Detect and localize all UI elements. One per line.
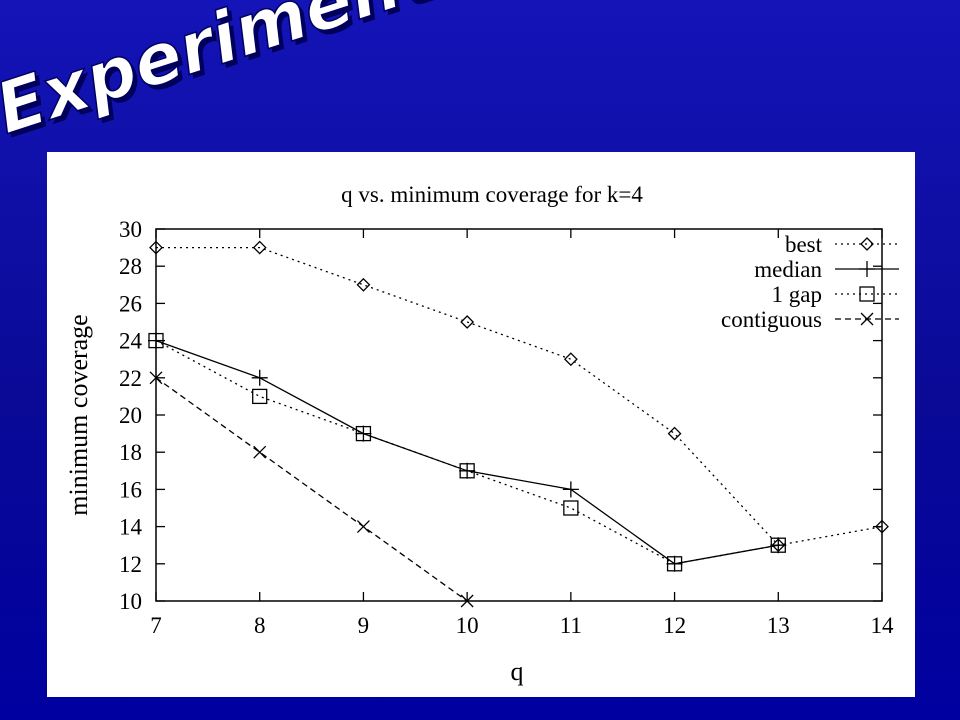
- data-point-median: [770, 537, 787, 554]
- legend-label-contiguous: contiguous: [721, 307, 822, 332]
- y-tick-label: 20: [119, 403, 142, 428]
- data-point-median: [459, 462, 476, 479]
- data-point-contiguous: [460, 594, 474, 608]
- y-tick-label: 28: [119, 254, 142, 279]
- data-point-best: [460, 315, 475, 329]
- chart-title: q vs. minimum coverage for k=4: [341, 182, 643, 207]
- data-point-contiguous: [149, 371, 163, 385]
- data-point-1-gap: [355, 425, 372, 442]
- plot-area: 7 8 9 10 11 12 13 14 10 12 14 16 18 20 22 24 26 28 30 bestm…: [119, 217, 899, 638]
- data-point-contiguous: [253, 445, 267, 459]
- y-axis-label: minimum coverage: [64, 314, 93, 515]
- y-tick-label: 26: [119, 291, 142, 316]
- y-tick-label: 16: [119, 477, 142, 502]
- legend-marker-1-gap: [859, 286, 875, 302]
- y-tick-label: 22: [119, 366, 142, 391]
- data-point-median: [562, 481, 579, 498]
- y-tick-label: 10: [119, 589, 142, 614]
- y-tick-label: 24: [119, 329, 143, 354]
- chart-panel: q vs. minimum coverage for k=4 q minimum…: [47, 152, 915, 697]
- series-line-contiguous: [155, 377, 468, 602]
- x-tick-label: 9: [358, 613, 370, 638]
- y-tick-label: 12: [119, 552, 142, 577]
- x-axis-label: q: [511, 657, 524, 686]
- data-point-median: [251, 369, 268, 386]
- series-line-median: [155, 339, 779, 565]
- legend-label-median: median: [754, 257, 822, 282]
- x-tick-label: 10: [456, 613, 479, 638]
- y-tick-label: 18: [119, 440, 142, 465]
- data-point-contiguous: [356, 520, 370, 534]
- data-point-median: [666, 555, 683, 572]
- line-chart: q vs. minimum coverage for k=4 q minimum…: [64, 182, 899, 686]
- data-point-best: [149, 240, 163, 255]
- data-point-1-gap: [563, 500, 579, 516]
- x-tick-label: 12: [663, 613, 686, 638]
- series-line-best: [156, 246, 883, 546]
- data-point-median: [355, 425, 372, 442]
- x-tick-label: 11: [560, 613, 582, 638]
- slide-title: Experiments Experiments: [0, 0, 486, 154]
- data-point-1-gap: [148, 332, 164, 349]
- data-point-best: [563, 352, 578, 367]
- data-point-1-gap: [666, 556, 683, 572]
- x-tick-label: 13: [767, 613, 790, 638]
- y-tick-label: 14: [119, 515, 143, 540]
- data-point-1-gap: [252, 388, 268, 405]
- legend-marker-contiguous: [860, 312, 874, 326]
- legend-label-best: best: [785, 232, 823, 257]
- data-point-1-gap: [459, 463, 475, 479]
- data-point-best: [875, 519, 889, 534]
- legend-label-1-gap: 1 gap: [772, 282, 822, 307]
- legend-marker-best: [860, 237, 874, 251]
- data-point-best: [356, 277, 371, 292]
- data-point-best: [252, 240, 267, 255]
- data-point-best: [667, 426, 682, 441]
- x-tick-label: 14: [871, 613, 895, 638]
- x-tick-label: 7: [150, 613, 162, 638]
- data-point-1-gap: [770, 537, 786, 553]
- x-tick-label: 8: [254, 613, 266, 638]
- legend-marker-median: [859, 261, 875, 277]
- y-tick-label: 30: [119, 217, 142, 242]
